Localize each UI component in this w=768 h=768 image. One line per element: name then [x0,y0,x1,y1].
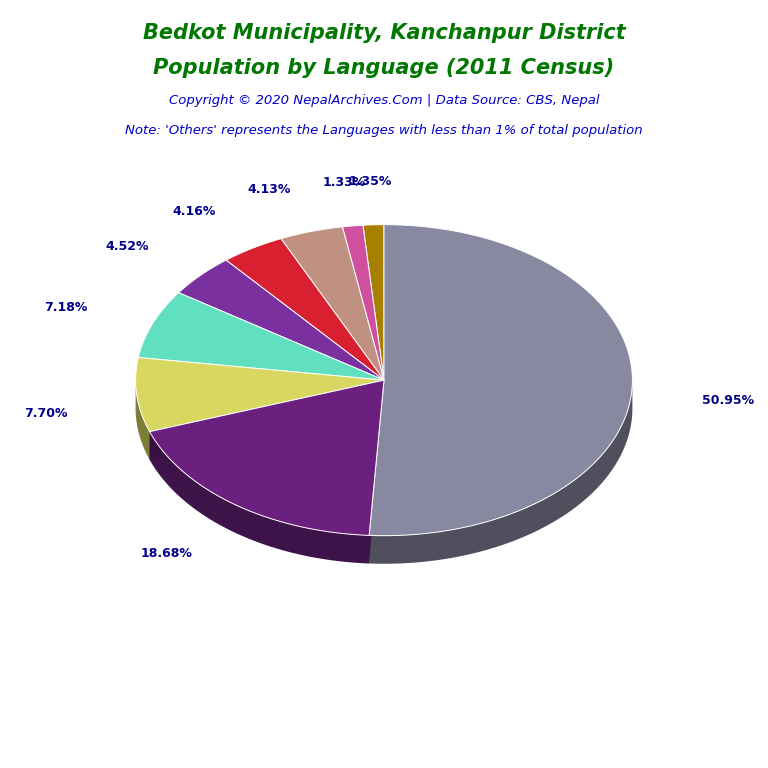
Polygon shape [136,357,384,432]
Text: Note: 'Others' represents the Languages with less than 1% of total population: Note: 'Others' represents the Languages … [125,124,643,137]
Polygon shape [281,227,384,380]
Text: 4.16%: 4.16% [172,205,216,218]
Polygon shape [369,380,384,564]
Text: 4.52%: 4.52% [106,240,149,253]
Text: Population by Language (2011 Census): Population by Language (2011 Census) [154,58,614,78]
Text: 7.70%: 7.70% [24,407,68,419]
Text: Copyright © 2020 NepalArchives.Com | Data Source: CBS, Nepal: Copyright © 2020 NepalArchives.Com | Dat… [169,94,599,107]
Polygon shape [369,381,632,564]
Polygon shape [226,239,384,380]
Polygon shape [179,260,384,380]
Polygon shape [363,224,384,380]
Text: 1.33%: 1.33% [323,176,366,189]
Text: 50.95%: 50.95% [702,394,754,407]
Polygon shape [369,380,384,564]
Polygon shape [136,380,150,460]
Polygon shape [150,380,384,460]
Polygon shape [150,380,384,460]
Polygon shape [369,224,632,535]
Text: 4.13%: 4.13% [247,184,290,197]
Text: 7.18%: 7.18% [45,301,88,314]
Text: 18.68%: 18.68% [141,547,193,560]
Polygon shape [138,293,384,380]
Text: 1.35%: 1.35% [349,175,392,187]
Polygon shape [150,432,369,564]
Text: Bedkot Municipality, Kanchanpur District: Bedkot Municipality, Kanchanpur District [143,23,625,43]
Polygon shape [343,225,384,380]
Polygon shape [150,380,384,535]
